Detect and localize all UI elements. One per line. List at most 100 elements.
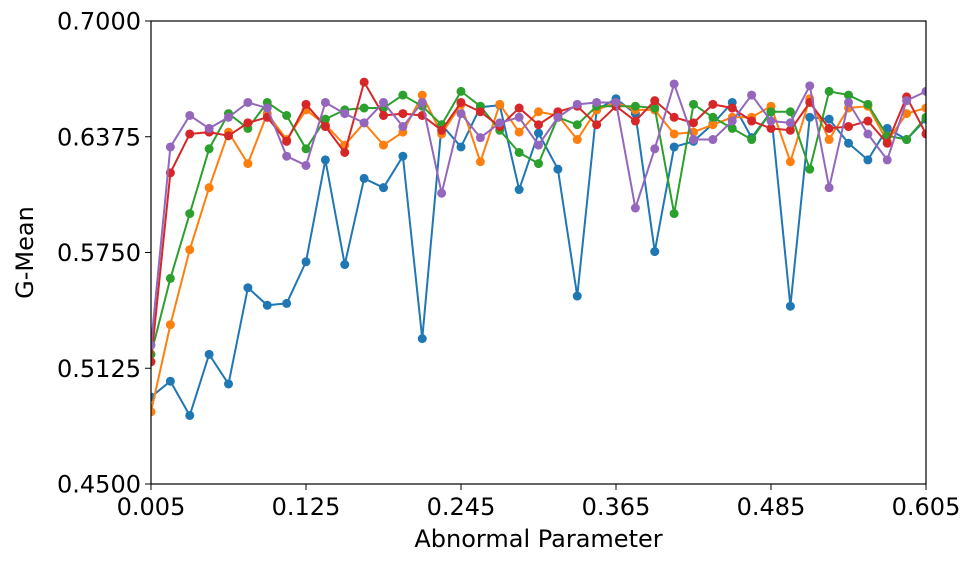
data-point bbox=[921, 86, 926, 96]
data-point bbox=[262, 300, 272, 310]
data-point bbox=[398, 90, 408, 100]
x-tick-label: 0.605 bbox=[892, 493, 961, 521]
x-tick-label: 0.485 bbox=[737, 493, 806, 521]
data-point bbox=[689, 135, 698, 145]
data-point bbox=[185, 129, 195, 139]
data-point bbox=[204, 183, 214, 193]
data-point bbox=[398, 109, 408, 119]
data-point bbox=[805, 164, 815, 174]
data-point bbox=[689, 99, 698, 109]
data-point bbox=[921, 129, 926, 139]
data-point bbox=[805, 81, 815, 91]
data-point bbox=[359, 173, 369, 183]
data-point bbox=[747, 90, 757, 100]
data-point bbox=[224, 112, 233, 122]
data-point bbox=[320, 122, 330, 132]
data-point bbox=[863, 129, 873, 139]
data-point bbox=[863, 155, 873, 165]
data-point bbox=[785, 107, 795, 117]
data-point bbox=[534, 128, 543, 138]
y-tick-label: 0.5750 bbox=[57, 239, 141, 267]
data-point bbox=[669, 79, 679, 89]
x-tick-label: 0.245 bbox=[427, 493, 496, 521]
data-point bbox=[785, 301, 795, 311]
data-point bbox=[475, 133, 485, 143]
data-point bbox=[689, 118, 698, 128]
data-point bbox=[514, 185, 524, 195]
data-point bbox=[669, 142, 679, 152]
data-point bbox=[185, 110, 195, 120]
data-point bbox=[708, 120, 718, 130]
data-point bbox=[572, 291, 582, 301]
series-5 bbox=[151, 79, 926, 350]
data-point bbox=[282, 136, 292, 146]
data-point bbox=[437, 125, 447, 135]
data-point bbox=[243, 283, 253, 293]
y-tick-label: 0.7000 bbox=[57, 8, 141, 36]
data-point bbox=[921, 103, 926, 113]
data-point bbox=[844, 97, 853, 107]
data-point bbox=[708, 112, 718, 122]
data-point bbox=[340, 109, 350, 119]
data-point bbox=[340, 260, 350, 270]
data-point bbox=[650, 103, 660, 113]
data-point bbox=[708, 99, 718, 109]
data-point bbox=[359, 77, 369, 87]
data-point bbox=[514, 127, 524, 137]
data-point bbox=[572, 99, 582, 109]
data-point bbox=[534, 107, 543, 117]
data-point bbox=[185, 410, 195, 420]
x-axis-label: Abnormal Parameter bbox=[414, 525, 662, 553]
data-point bbox=[921, 112, 926, 122]
data-point bbox=[727, 123, 737, 133]
x-tick-label: 0.005 bbox=[117, 493, 186, 521]
data-point bbox=[708, 135, 718, 145]
data-point bbox=[495, 118, 505, 128]
x-tick-label: 0.365 bbox=[582, 493, 651, 521]
data-point bbox=[669, 209, 679, 219]
data-point bbox=[844, 90, 853, 100]
data-point bbox=[669, 129, 679, 139]
data-point bbox=[824, 135, 834, 145]
data-point bbox=[151, 357, 156, 367]
data-point bbox=[185, 209, 195, 219]
data-point bbox=[592, 97, 602, 107]
data-point bbox=[572, 135, 582, 145]
data-point bbox=[359, 103, 369, 113]
data-point bbox=[727, 116, 737, 126]
data-point bbox=[282, 110, 292, 120]
data-point bbox=[151, 407, 156, 417]
data-point bbox=[417, 90, 427, 100]
data-point bbox=[630, 203, 640, 213]
data-point bbox=[379, 183, 388, 193]
data-point bbox=[379, 97, 388, 107]
data-point bbox=[534, 140, 543, 150]
data-point bbox=[534, 120, 543, 130]
data-point bbox=[902, 135, 912, 145]
data-point bbox=[766, 116, 776, 126]
data-point bbox=[514, 147, 524, 157]
data-point bbox=[301, 160, 311, 170]
data-point bbox=[747, 116, 757, 126]
data-point bbox=[650, 96, 660, 106]
data-point bbox=[379, 110, 388, 120]
data-point bbox=[844, 122, 853, 132]
data-point bbox=[456, 86, 466, 96]
data-point bbox=[320, 155, 330, 165]
data-point bbox=[340, 147, 350, 157]
data-point bbox=[301, 257, 311, 267]
data-point bbox=[766, 123, 776, 133]
data-point bbox=[165, 320, 175, 330]
data-point bbox=[243, 159, 253, 169]
data-point bbox=[650, 247, 660, 257]
data-point bbox=[592, 120, 602, 130]
series-layer bbox=[151, 77, 926, 420]
data-point bbox=[320, 114, 330, 124]
data-point bbox=[282, 298, 292, 308]
data-point bbox=[165, 376, 175, 386]
data-point bbox=[630, 101, 640, 111]
data-point bbox=[398, 151, 408, 161]
data-point bbox=[204, 123, 214, 133]
data-point bbox=[572, 120, 582, 130]
